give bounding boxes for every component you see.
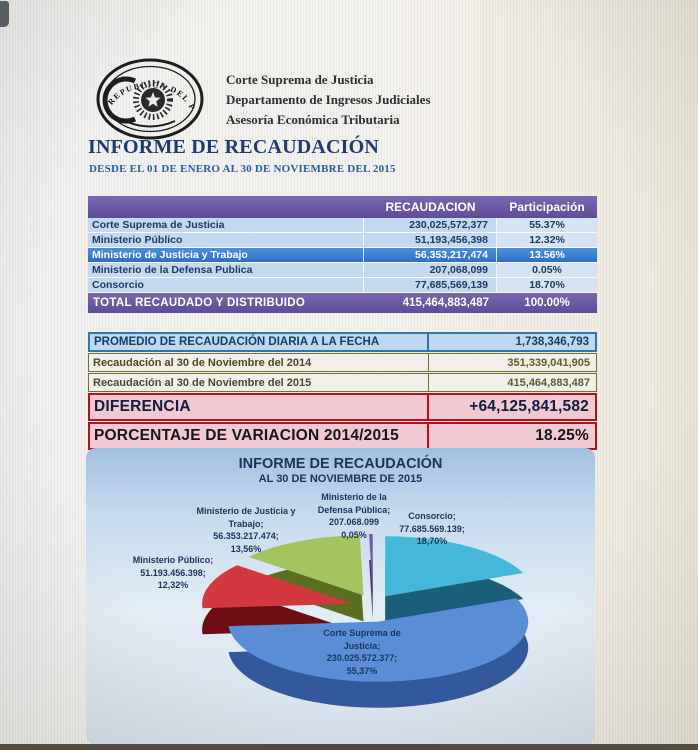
pie-label-justicia: Ministerio de Justicia y Trabajo; 56.353…	[196, 506, 296, 554]
exploded-3d-pie	[202, 533, 529, 708]
org-label-cell: Ministerio de la Defensa Publica	[88, 263, 364, 277]
table-row: Ministerio Público 51,193,456,398 12.32%	[88, 233, 597, 248]
header-share: Participación	[509, 200, 585, 214]
amount-cell: 230,025,572,377	[364, 218, 497, 232]
organization-block: Corte Suprema de Justicia Departamento d…	[226, 70, 431, 130]
collection-table: RECAUDACION Participación Corte Suprema …	[88, 196, 597, 313]
summary-table: PROMEDIO DE RECAUDACIÓN DIARIA A LA FECH…	[88, 332, 597, 451]
page-subtitle: DESDE EL 01 DE ENERO AL 30 DE NOVIEMBRE …	[89, 163, 396, 175]
header-amount: RECAUDACION	[385, 200, 476, 214]
seal-star	[145, 92, 161, 107]
org-label-cell: Ministerio Público	[88, 233, 364, 247]
photo-corner-artifact	[0, 1, 9, 27]
chart-subtitle: AL 30 DE NOVIEMBRE DE 2015	[258, 473, 423, 485]
summary-row-2015: Recaudación al 30 de Noviembre del 2015 …	[88, 373, 597, 392]
summary-value: +64,125,841,582	[427, 395, 595, 419]
table-row: Ministerio de la Defensa Publica 207,068…	[88, 263, 597, 278]
table-header-row: RECAUDACION Participación	[88, 196, 597, 218]
page-title: INFORME DE RECAUDACIÓN	[88, 136, 380, 158]
org-line: Departamento de Ingresos Judiciales	[226, 92, 431, 107]
share-cell: 18.70%	[497, 278, 597, 292]
seal-crescent	[102, 76, 137, 124]
summary-row-difference: DIFERENCIA +64,125,841,582	[88, 393, 597, 421]
amount-cell: 56,353,217,474	[364, 248, 497, 262]
table-row: Corte Suprema de Justicia 230,025,572,37…	[88, 218, 597, 233]
share-cell: 55.37%	[497, 218, 597, 232]
summary-value: 1,738,346,793	[427, 334, 595, 350]
table-row: Consorcio 77,685,569,139 18.70%	[88, 278, 597, 293]
amount-cell: 51,193,456,398	[364, 233, 497, 247]
amount-cell: 207,068,099	[364, 263, 497, 277]
org-line: Asesoría Económica Tributaria	[226, 112, 400, 127]
summary-row-variation: PORCENTAJE DE VARIACION 2014/2015 18.25%	[88, 422, 597, 450]
total-share-cell: 100.00%	[524, 297, 570, 309]
total-label-cell: TOTAL RECAUDADO Y DISTRIBUIDO	[93, 297, 306, 309]
org-line: Corte Suprema de Justicia	[226, 72, 374, 87]
total-amount-cell: 415,464,883,487	[402, 297, 489, 309]
org-label-cell: Consorcio	[88, 278, 364, 292]
share-cell: 0.05%	[497, 263, 597, 277]
pie-label-publico: Ministerio Público; 51.193.456.398; 12,3…	[132, 555, 214, 590]
pie-label-defensa: Ministerio de la Defensa Pública; 207.06…	[317, 492, 391, 540]
chart-title: INFORME DE RECAUDACIÓN	[238, 456, 443, 472]
summary-row-average: PROMEDIO DE RECAUDACIÓN DIARIA A LA FECH…	[88, 332, 597, 352]
table-row-highlighted: Ministerio de Justicia y Trabajo 56,353,…	[88, 248, 597, 263]
header-empty-cell	[88, 196, 364, 218]
summary-label: Recaudación al 30 de Noviembre del 2015	[93, 376, 312, 389]
pie-label-consorcio: Consorcio; 77.685.569.139; 18,70%	[399, 511, 465, 546]
pie-chart-panel: INFORME DE RECAUDACIÓN AL 30 DE NOVIEMBR…	[86, 448, 595, 745]
photo-bottom-edge	[0, 744, 698, 750]
summary-value: 18.25%	[427, 424, 595, 448]
org-label-cell: Ministerio de Justicia y Trabajo	[88, 248, 364, 262]
summary-label: PROMEDIO DE RECAUDACIÓN DIARIA A LA FECH…	[94, 336, 380, 348]
pie-label-corte: Corte Suprema de Justicia; 230.025.572.3…	[323, 628, 401, 676]
amount-cell: 77,685,569,139	[364, 278, 497, 292]
summary-label: PORCENTAJE DE VARIACION 2014/2015	[94, 427, 399, 444]
paraguay-seal-logo: REPUBLICA DEL PARAGUAY	[95, 57, 204, 140]
table-total-row: TOTAL RECAUDADO Y DISTRIBUIDO 415,464,88…	[88, 293, 597, 313]
share-cell: 12.32%	[497, 233, 597, 247]
summary-row-2014: Recaudación al 30 de Noviembre del 2014 …	[88, 353, 597, 372]
summary-label: DIFERENCIA	[94, 398, 191, 415]
org-label-cell: Corte Suprema de Justicia	[88, 218, 364, 232]
share-cell: 13.56%	[497, 248, 597, 262]
summary-value: 351,339,041,905	[428, 354, 596, 371]
summary-label: Recaudación al 30 de Noviembre del 2014	[93, 356, 312, 369]
summary-value: 415,464,883,487	[428, 374, 596, 391]
